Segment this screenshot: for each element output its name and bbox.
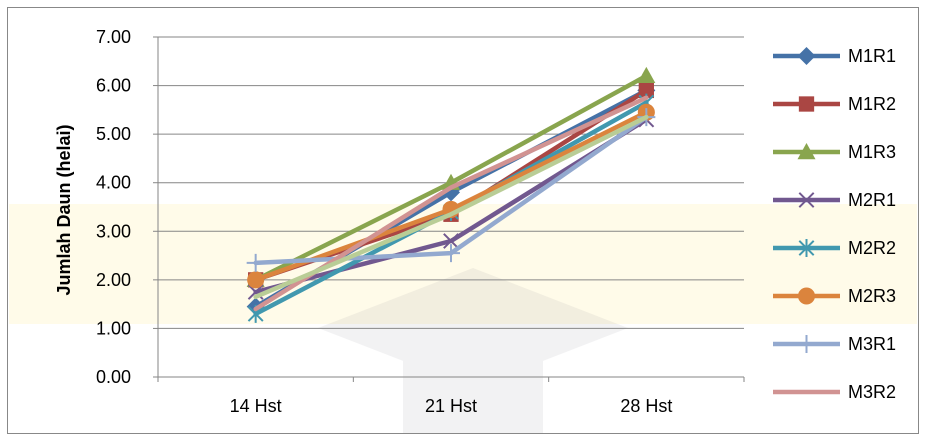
series-m3r1: [246, 108, 656, 272]
circle-marker: [797, 287, 816, 305]
x-tick-label: 21 Hst: [425, 396, 477, 416]
legend-item: M2R2: [773, 238, 896, 258]
legend-item: M1R2: [773, 94, 896, 114]
x-tick-label: 14 Hst: [230, 396, 282, 416]
chart-frame: [7, 7, 919, 434]
legend-label: M1R3: [848, 142, 896, 162]
asterisk-marker: [798, 239, 815, 257]
y-tick-label: 6.00: [96, 76, 131, 96]
x-tick-labels: 14 Hst 21 Hst 28 Hst: [230, 396, 673, 416]
circle-marker: [247, 271, 265, 289]
y-tick-label: 5.00: [96, 124, 131, 144]
series-lines: [246, 66, 656, 323]
legend-label: M1R2: [848, 94, 896, 114]
y-tick-label: 7.00: [96, 27, 131, 47]
legend-label: M2R2: [848, 238, 896, 258]
square-marker: [638, 82, 654, 99]
watermark-band: [9, 204, 917, 324]
legend-item: M1R1: [773, 46, 896, 66]
y-tick-label: 4.00: [96, 173, 131, 193]
series-line: [253, 114, 649, 300]
legend-item: M1R3: [773, 142, 896, 162]
legend-item: M2R1: [773, 190, 896, 210]
legend: M1R1 M1R2 M1R3 M2R1 M2R2 M2R3 M3R1 M3R2: [773, 46, 896, 402]
triangle-marker: [797, 143, 816, 160]
y-axis-label: Jumlah Daun (helai): [54, 124, 74, 295]
diamond-marker: [797, 47, 816, 65]
y-tick-label: 0.00: [96, 367, 131, 387]
legend-item: M3R1: [773, 334, 896, 354]
y-tick-label: 2.00: [96, 270, 131, 290]
triangle-marker: [637, 66, 656, 84]
legend-label: M1R1: [848, 46, 896, 66]
x-marker: [798, 192, 815, 208]
x-marker: [443, 233, 459, 249]
legend-item: M3R2: [773, 382, 896, 402]
legend-label: M2R3: [848, 286, 896, 306]
y-tick-label: 1.00: [96, 318, 131, 338]
legend-label: M3R1: [848, 334, 896, 354]
legend-label: M3R2: [848, 382, 896, 402]
plus-marker: [442, 244, 460, 263]
series-unlabeled: [253, 114, 649, 300]
legend-label: M2R1: [848, 190, 896, 210]
plus-marker: [797, 335, 816, 353]
x-tick-label: 28 Hst: [620, 396, 672, 416]
y-tick-labels: 0.00 1.00 2.00 3.00 4.00 5.00 6.00 7.00: [96, 27, 131, 387]
y-tick-label: 3.00: [96, 221, 131, 241]
square-marker: [798, 96, 815, 112]
plus-marker: [246, 253, 265, 272]
legend-item: M2R3: [773, 286, 896, 306]
